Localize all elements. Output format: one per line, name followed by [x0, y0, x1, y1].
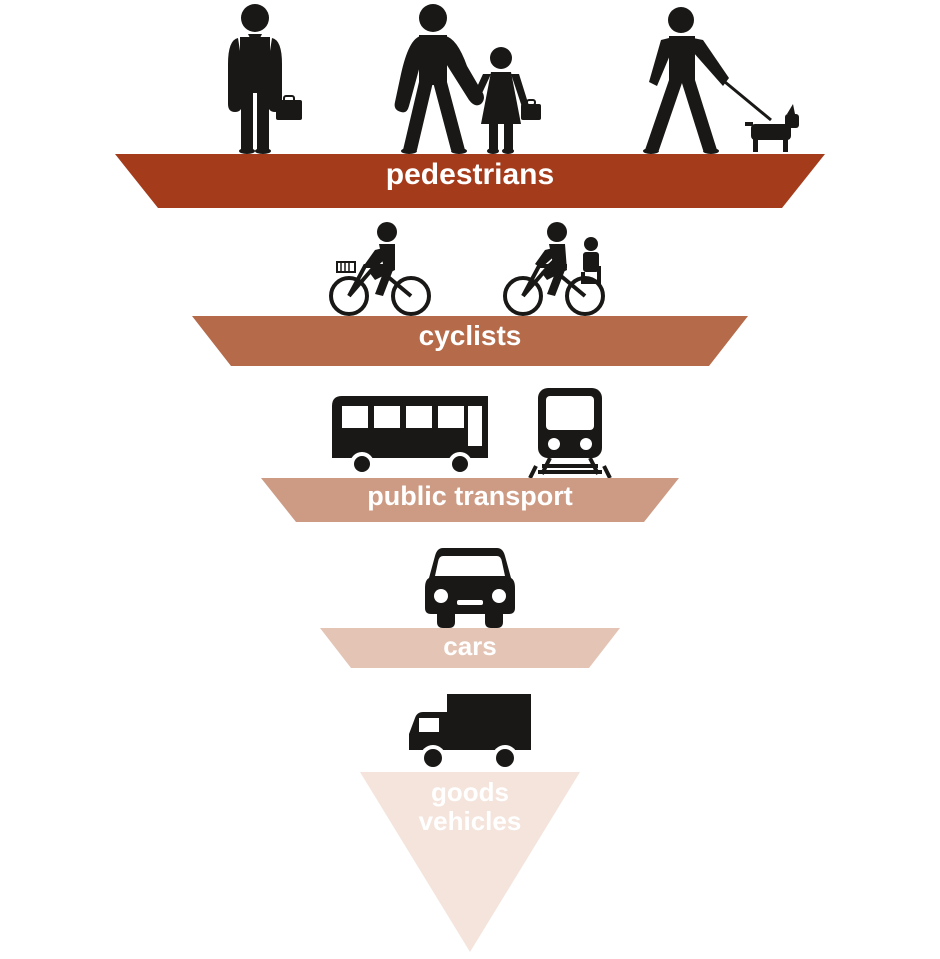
cars-icons	[0, 540, 940, 628]
businessman-icon	[208, 4, 303, 154]
pedestrians-icons	[0, 4, 940, 154]
goods-vehicles-triangle: goods vehicles	[360, 772, 580, 952]
cyclists-band: cyclists	[192, 316, 748, 366]
bus-icon	[328, 388, 498, 478]
goods-vehicles-label-line1: goods	[431, 777, 509, 807]
goods-vehicles-icons	[0, 686, 940, 772]
goods-vehicles-label: goods vehicles	[340, 778, 600, 835]
cars-label: cars	[351, 631, 589, 662]
cars-band: cars	[320, 628, 620, 668]
dog-walker-icon	[633, 4, 813, 154]
truck-icon	[405, 688, 535, 772]
cyclist-icon	[325, 220, 435, 316]
tram-icon	[528, 382, 612, 478]
funnel-diagram: pedestrians	[0, 0, 940, 959]
public-transport-band: public transport	[261, 478, 679, 522]
cyclists-label: cyclists	[231, 320, 709, 352]
public-transport-label: public transport	[296, 481, 644, 512]
cyclists-icons	[0, 220, 940, 316]
goods-vehicles-label-line2: vehicles	[419, 806, 522, 836]
car-icon	[423, 542, 517, 628]
public-transport-icons	[0, 386, 940, 478]
pedestrians-band: pedestrians	[115, 154, 825, 208]
cyclist-child-icon	[495, 220, 615, 316]
pedestrians-label: pedestrians	[158, 158, 782, 192]
adult-child-icon	[383, 4, 553, 154]
